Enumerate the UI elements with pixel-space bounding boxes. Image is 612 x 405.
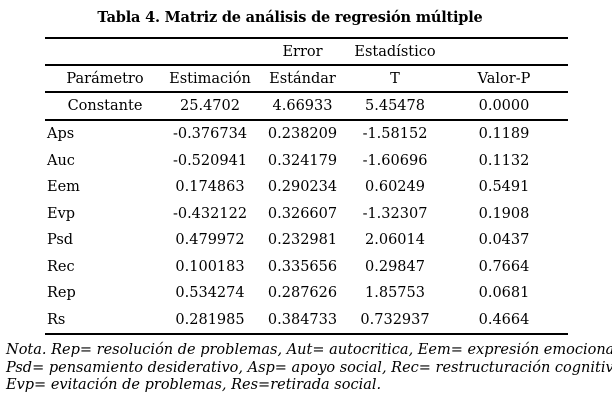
header-cell-valor-p: Valor-P bbox=[440, 65, 568, 93]
cell-estimacion: 0.174863 bbox=[175, 179, 245, 196]
table-row-rs: Rs 0.281985 0.384733 0.732937 0.4664 bbox=[45, 306, 568, 335]
cell-t: 0.732937 bbox=[350, 306, 440, 335]
cell-param: Rep bbox=[47, 285, 76, 302]
cell-param: Auc bbox=[47, 152, 75, 169]
table-row-constante: Constante 25.4702 4.66933 5.45478 0.0000 bbox=[45, 92, 568, 121]
note-line-1: Nota. Rep= resolución de problemas, Aut=… bbox=[6, 342, 612, 358]
cell-t: 2.06014 bbox=[365, 232, 425, 249]
cell-t: 5.45478 bbox=[350, 92, 440, 121]
cell-t: -1.60696 bbox=[362, 152, 428, 169]
cell-valor-p: 0.7664 bbox=[478, 258, 530, 275]
cell-param: Aps bbox=[47, 126, 75, 143]
table-row-evp: Evp -0.432122 0.326607 -1.32307 0.1908 bbox=[45, 201, 568, 228]
cell-param: Eem bbox=[47, 179, 80, 196]
note-line-2: Psd= pensamiento desiderativo, Asp= apoy… bbox=[6, 359, 612, 376]
cell-error-estandar: 0.290234 bbox=[267, 179, 338, 196]
cell-t: 0.60249 bbox=[365, 179, 425, 196]
table-note: Nota. Rep= resolución de problemas, Aut=… bbox=[6, 342, 612, 395]
cell-estimacion: 0.534274 bbox=[175, 285, 245, 302]
table-row-eem: Eem 0.174863 0.290234 0.60249 0.5491 bbox=[45, 174, 568, 201]
cell-estimacion: -0.520941 bbox=[172, 152, 248, 169]
cell-error-estandar: 0.326607 bbox=[267, 205, 338, 222]
cell-param: Evp bbox=[47, 205, 76, 222]
header-cell-estimacion: Estimación bbox=[165, 65, 255, 93]
header-row-top: Error Estadístico bbox=[45, 37, 568, 66]
header-cell-empty bbox=[45, 37, 165, 66]
table-title: Tabla 4. Matriz de análisis de regresión… bbox=[97, 9, 483, 26]
header-cell-estadistico: Estadístico bbox=[350, 37, 440, 66]
cell-param: Rs bbox=[45, 306, 165, 335]
table-row-rec: Rec 0.100183 0.335656 0.29847 0.7664 bbox=[45, 254, 568, 281]
cell-valor-p: 0.1189 bbox=[478, 126, 530, 143]
header-cell-empty bbox=[440, 37, 568, 66]
header-cell-empty bbox=[165, 37, 255, 66]
cell-error-estandar: 0.287626 bbox=[267, 285, 338, 302]
cell-t: 0.29847 bbox=[365, 258, 425, 275]
cell-estimacion: 0.479972 bbox=[175, 232, 245, 249]
header-cell-t: T bbox=[350, 65, 440, 93]
header-cell-error: Error bbox=[255, 37, 350, 66]
table-row-rep: Rep 0.534274 0.287626 1.85753 0.0681 bbox=[45, 280, 568, 307]
cell-estimacion: -0.432122 bbox=[172, 205, 248, 222]
cell-error-estandar: 0.232981 bbox=[267, 232, 338, 249]
cell-estimacion: 0.281985 bbox=[165, 306, 255, 335]
cell-valor-p: 0.1908 bbox=[478, 205, 530, 222]
cell-estimacion: -0.376734 bbox=[172, 126, 248, 143]
cell-t: 1.85753 bbox=[365, 285, 425, 302]
cell-valor-p: 0.5491 bbox=[478, 179, 530, 196]
table-row-aps: Aps -0.376734 0.238209 -1.58152 0.1189 bbox=[45, 120, 568, 148]
table-row-psd: Psd 0.479972 0.232981 2.06014 0.0437 bbox=[45, 227, 568, 254]
cell-error-estandar: 0.384733 bbox=[255, 306, 350, 335]
cell-estimacion: 25.4702 bbox=[165, 92, 255, 121]
cell-valor-p: 0.0000 bbox=[440, 92, 568, 121]
header-cell-estandar: Estándar bbox=[255, 65, 350, 93]
cell-valor-p: 0.0681 bbox=[478, 285, 530, 302]
header-cell-parametro: Parámetro bbox=[45, 65, 165, 93]
cell-error-estandar: 4.66933 bbox=[255, 92, 350, 121]
regression-table: Error Estadístico Parámetro Estimación E… bbox=[45, 37, 568, 335]
cell-param: Constante bbox=[45, 92, 165, 121]
cell-valor-p: 0.0437 bbox=[478, 232, 530, 249]
cell-t: -1.58152 bbox=[362, 126, 428, 143]
note-line-3: Evp= evitación de problemas, Res=retirad… bbox=[6, 377, 382, 393]
cell-t: -1.32307 bbox=[362, 205, 428, 222]
cell-param: Rec bbox=[47, 258, 75, 275]
header-row-main: Parámetro Estimación Estándar T Valor-P bbox=[45, 65, 568, 93]
cell-error-estandar: 0.335656 bbox=[267, 258, 338, 275]
cell-estimacion: 0.100183 bbox=[175, 258, 245, 275]
cell-error-estandar: 0.238209 bbox=[267, 126, 338, 143]
cell-valor-p: 0.1132 bbox=[478, 152, 530, 169]
cell-param: Psd bbox=[47, 232, 74, 249]
table-row-auc: Auc -0.520941 0.324179 -1.60696 0.1132 bbox=[45, 148, 568, 175]
cell-valor-p: 0.4664 bbox=[440, 306, 568, 335]
cell-error-estandar: 0.324179 bbox=[267, 152, 338, 169]
